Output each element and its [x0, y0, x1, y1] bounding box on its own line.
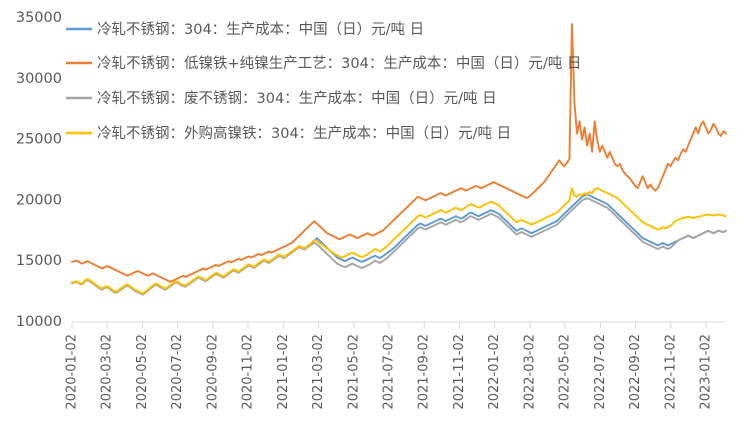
y-tick-label: 20000: [16, 192, 62, 208]
series-line: [71, 197, 727, 296]
x-tick-label: 2022-11-02: [663, 334, 678, 410]
x-tick-label: 2021-01-02: [276, 334, 291, 410]
series-line: [71, 187, 727, 295]
x-tick-label: 2021-09-02: [417, 334, 432, 410]
x-tick-label: 2020-03-02: [100, 334, 115, 410]
legend-item-label: 冷轧不锈钢：304：生产成本：中国（日）元/吨 日: [97, 21, 424, 38]
x-tick-label: 2021-05-02: [346, 334, 361, 410]
legend-item-label: 冷轧不锈钢：废不锈钢：304：生产成本：中国（日）元/吨 日: [97, 90, 497, 107]
x-axis: [71, 321, 726, 328]
x-tick-label: 2020-01-02: [65, 334, 80, 410]
x-axis-tick-labels: 2020-01-02 2020-03-02 2020-05-02 2020-07-02…: [65, 334, 714, 410]
x-tick-label: 2022-03-02: [522, 334, 537, 410]
series-line: [71, 23, 727, 283]
x-tick-label: 2022-01-02: [487, 334, 502, 410]
legend-item-label: 冷轧不锈钢：低镍铁+纯镍生产工艺：304：生产成本：中国（日）元/吨 日: [97, 55, 581, 72]
y-tick-label: 25000: [16, 132, 62, 148]
x-tick-label: 2022-07-02: [593, 334, 608, 410]
y-tick-label: 35000: [16, 10, 62, 26]
y-tick-label: 10000: [16, 314, 62, 330]
x-tick-label: 2022-05-02: [558, 334, 573, 410]
x-tick-label: 2021-11-02: [452, 334, 467, 410]
plot-series-group: [71, 23, 727, 296]
x-tick-label: 2021-07-02: [382, 334, 397, 410]
x-tick-label: 2020-07-02: [170, 334, 185, 410]
x-tick-label: 2022-09-02: [628, 334, 643, 410]
x-tick-label: 2020-11-02: [241, 334, 256, 410]
x-tick-label: 2020-05-02: [135, 334, 150, 410]
y-tick-label: 15000: [16, 253, 62, 269]
chart-legend: 冷轧不锈钢：304：生产成本：中国（日）元/吨 日冷轧不锈钢：低镍铁+纯镍生产工…: [66, 21, 581, 142]
x-tick-label: 2023-01-02: [699, 334, 714, 410]
y-axis-tick-labels: 35000 30000 25000 20000 15000 10000: [16, 10, 62, 330]
y-tick-label: 30000: [16, 71, 62, 87]
x-tick-label: 2020-09-02: [205, 334, 220, 410]
legend-item-label: 冷轧不锈钢：外购高镍铁：304：生产成本：中国（日）元/吨 日: [97, 125, 511, 142]
x-tick-label: 2021-03-02: [311, 334, 326, 410]
